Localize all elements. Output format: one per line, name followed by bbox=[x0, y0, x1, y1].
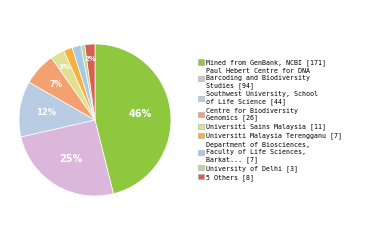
Wedge shape bbox=[21, 120, 114, 196]
Wedge shape bbox=[64, 48, 95, 120]
Text: 3%: 3% bbox=[59, 64, 71, 70]
Wedge shape bbox=[95, 44, 171, 194]
Wedge shape bbox=[85, 44, 95, 120]
Wedge shape bbox=[51, 51, 95, 120]
Wedge shape bbox=[81, 45, 95, 120]
Wedge shape bbox=[29, 58, 95, 120]
Text: 12%: 12% bbox=[36, 108, 56, 117]
Text: 25%: 25% bbox=[60, 154, 83, 164]
Wedge shape bbox=[19, 82, 95, 137]
Wedge shape bbox=[72, 45, 95, 120]
Legend: Mined from GenBank, NCBI [171], Paul Hebert Centre for DNA
Barcoding and Biodive: Mined from GenBank, NCBI [171], Paul Heb… bbox=[197, 58, 344, 182]
Text: 7%: 7% bbox=[49, 80, 62, 89]
Text: 46%: 46% bbox=[129, 109, 152, 120]
Text: 2%: 2% bbox=[85, 56, 97, 62]
